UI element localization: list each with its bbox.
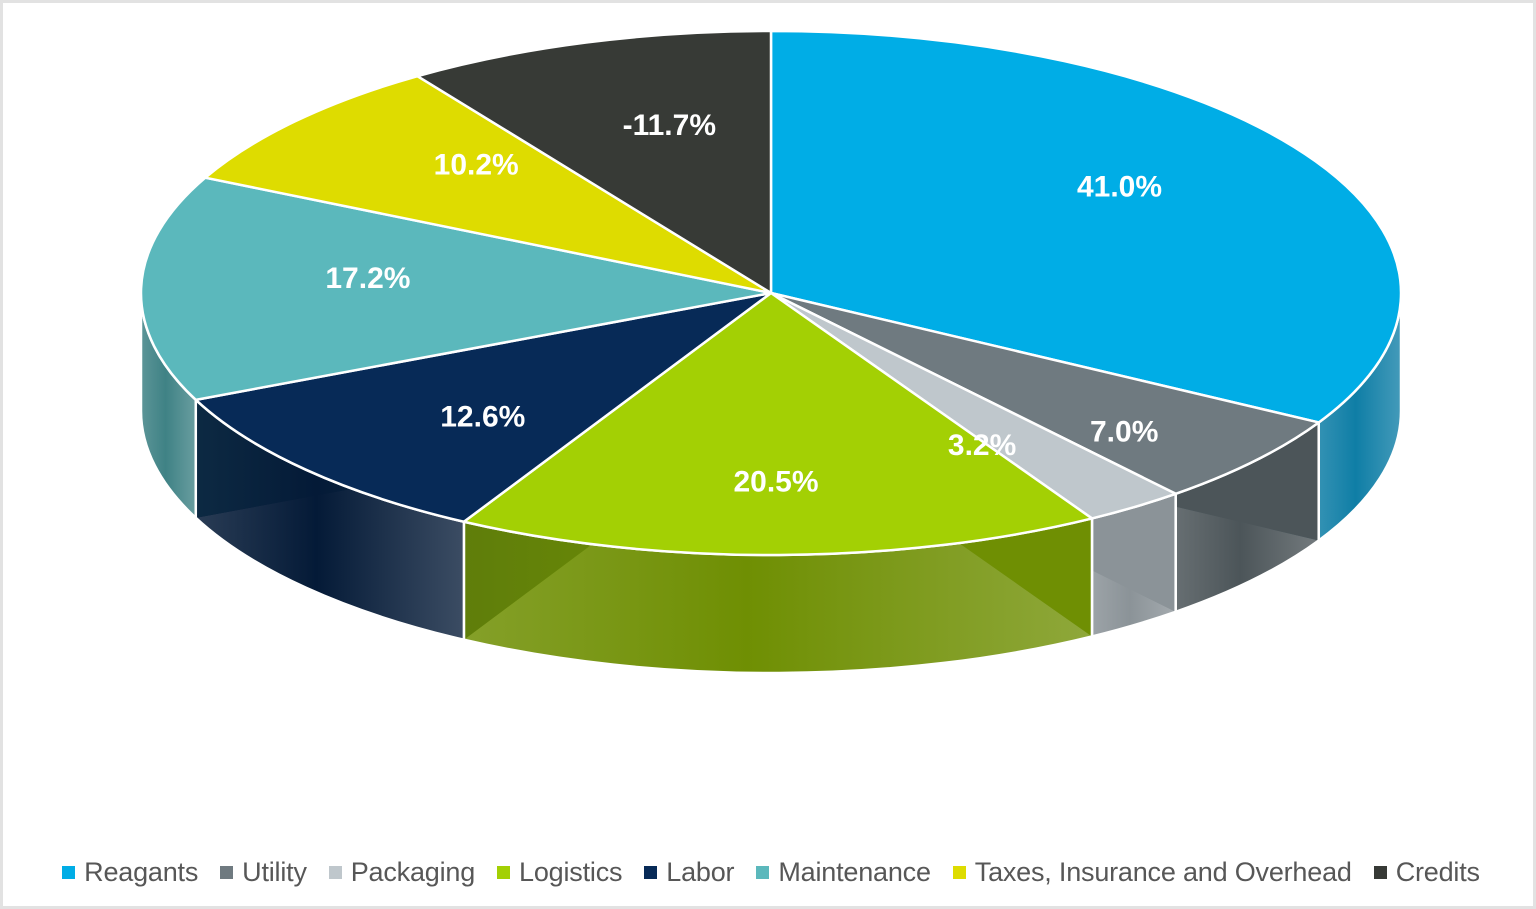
pie-slice[interactable]: [194, 291, 773, 524]
legend-item-label: Logistics: [519, 857, 623, 887]
pie-slice[interactable]: [769, 291, 1320, 496]
legend-swatch-icon: [328, 866, 342, 879]
pie-chart-area: 41.0% 7.0% 3.2% 20.5% 12.6% 17.2% 10.2% -11.7%: [3, 3, 1536, 823]
pie-chart-svg[interactable]: 41.0% 7.0% 3.2% 20.5% 12.6% 17.2% 10.2% -11.7%: [3, 3, 1536, 823]
pie-slice-data-label: 3.2%: [948, 429, 1016, 462]
pie-slice[interactable]: [416, 29, 773, 295]
legend-item-label: Utility: [242, 857, 307, 887]
pie-slice-data-label: 17.2%: [325, 262, 410, 295]
legend-swatch-icon: [756, 866, 770, 879]
legend-swatch-icon: [644, 866, 658, 879]
legend-item[interactable]: Maintenance: [756, 857, 931, 888]
legend-swatch-icon: [62, 866, 76, 879]
legend-item[interactable]: Reagants: [62, 857, 198, 888]
legend-item[interactable]: Utility: [220, 857, 307, 888]
pie-slice[interactable]: [769, 29, 1403, 424]
legend-swatch-icon: [952, 866, 966, 879]
chart-legend: Reagants Utility Packaging Logistics Labor Ma…: [3, 857, 1533, 888]
legend-item-label: Maintenance: [778, 857, 931, 887]
legend-item-label: Taxes, Insurance and Overhead: [974, 857, 1352, 887]
legend-item[interactable]: Taxes, Insurance and Overhead: [952, 857, 1352, 888]
legend-swatch-icon: [497, 866, 511, 879]
legend-swatch-icon: [220, 866, 234, 879]
legend-item-label: Labor: [666, 857, 735, 887]
pie-slice[interactable]: [462, 291, 1094, 557]
legend-swatch-icon: [1373, 866, 1387, 879]
pie-slice-data-label: 20.5%: [733, 465, 818, 498]
pie-top-faces: [139, 29, 1403, 557]
legend-item[interactable]: Packaging: [328, 857, 476, 888]
legend-item[interactable]: Credits: [1373, 857, 1480, 888]
legend-item[interactable]: Labor: [644, 857, 735, 888]
pie-slice-data-label: -11.7%: [623, 109, 716, 142]
legend-item-label: Packaging: [350, 857, 476, 887]
pie-slice-data-label: 10.2%: [434, 148, 519, 181]
legend-item-label: Reagants: [84, 857, 199, 887]
pie-slice[interactable]: [204, 74, 773, 295]
legend-item[interactable]: Logistics: [497, 857, 622, 888]
pie-slice[interactable]: [139, 176, 773, 402]
pie-slice-data-label: 7.0%: [1090, 415, 1158, 448]
pie-data-labels: 41.0% 7.0% 3.2% 20.5% 12.6% 17.2% 10.2% -11.7%: [325, 109, 1162, 498]
legend-item-label: Credits: [1395, 857, 1480, 887]
pie-slice-data-label: 12.6%: [440, 401, 525, 434]
pie-slice-data-label: 41.0%: [1077, 171, 1162, 204]
